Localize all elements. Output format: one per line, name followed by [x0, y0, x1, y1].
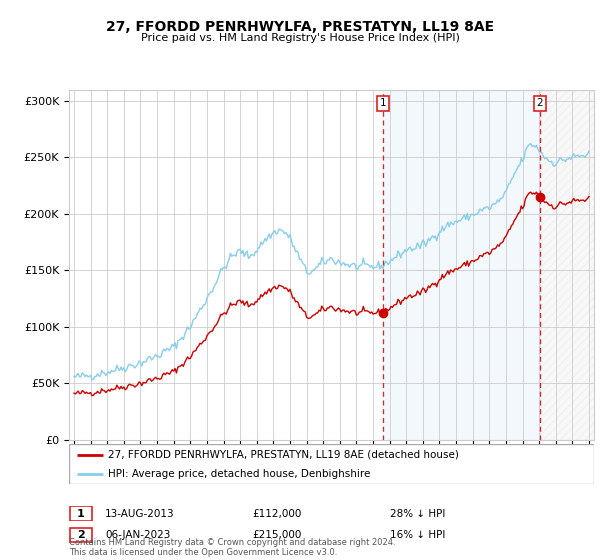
Text: 27, FFORDD PENRHWYLFA, PRESTATYN, LL19 8AE (detached house): 27, FFORDD PENRHWYLFA, PRESTATYN, LL19 8…	[109, 450, 459, 460]
Text: 13-AUG-2013: 13-AUG-2013	[105, 509, 175, 519]
Bar	[383, 90, 540, 440]
Text: 2: 2	[536, 98, 543, 108]
Text: 16% ↓ HPI: 16% ↓ HPI	[390, 530, 445, 540]
Text: 1: 1	[380, 98, 386, 108]
FancyBboxPatch shape	[69, 444, 594, 484]
Text: £112,000: £112,000	[252, 509, 301, 519]
Text: 28% ↓ HPI: 28% ↓ HPI	[390, 509, 445, 519]
Bar	[540, 90, 598, 440]
Text: Contains HM Land Registry data © Crown copyright and database right 2024.
This d: Contains HM Land Registry data © Crown c…	[69, 538, 395, 557]
Text: 27, FFORDD PENRHWYLFA, PRESTATYN, LL19 8AE: 27, FFORDD PENRHWYLFA, PRESTATYN, LL19 8…	[106, 20, 494, 34]
Text: 2: 2	[77, 530, 85, 540]
FancyBboxPatch shape	[70, 528, 92, 542]
Text: Price paid vs. HM Land Registry's House Price Index (HPI): Price paid vs. HM Land Registry's House …	[140, 33, 460, 43]
Text: £215,000: £215,000	[252, 530, 301, 540]
Text: HPI: Average price, detached house, Denbighshire: HPI: Average price, detached house, Denb…	[109, 469, 371, 478]
FancyBboxPatch shape	[70, 506, 92, 521]
Text: 06-JAN-2023: 06-JAN-2023	[105, 530, 170, 540]
Text: 1: 1	[77, 508, 85, 519]
